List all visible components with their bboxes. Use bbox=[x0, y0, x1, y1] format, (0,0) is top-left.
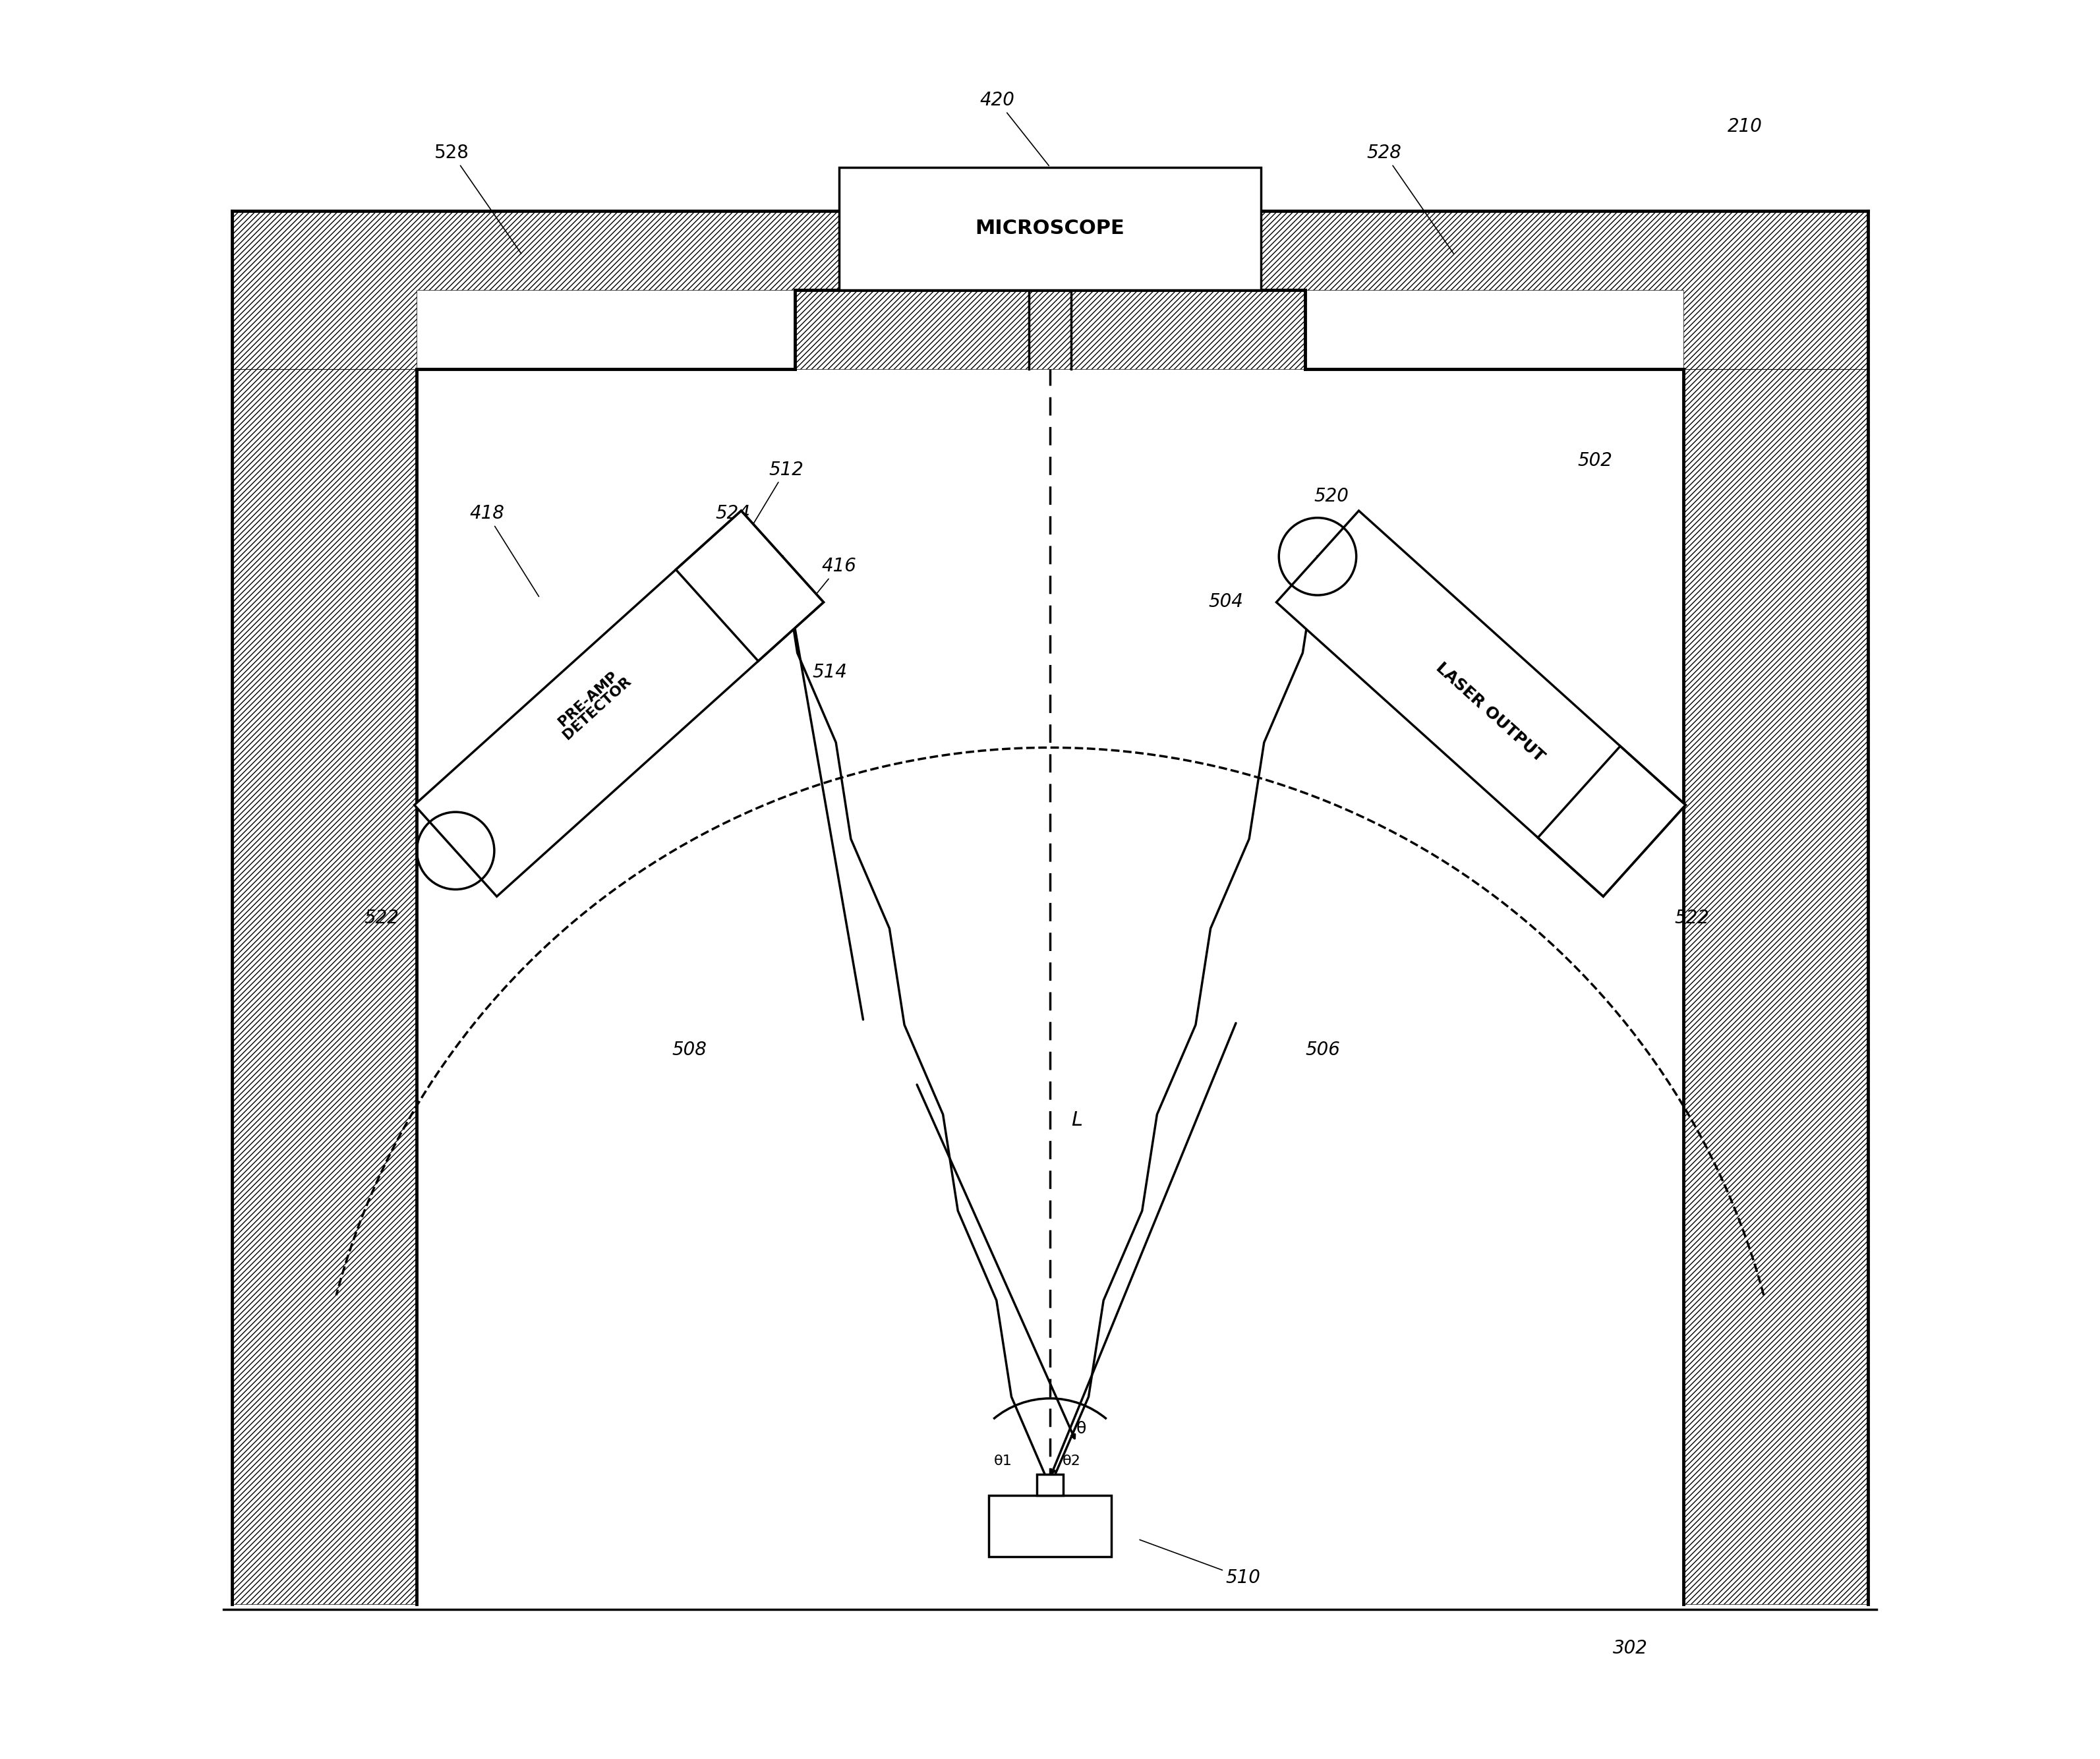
Text: θ2: θ2 bbox=[1063, 1455, 1082, 1467]
Text: 418: 418 bbox=[470, 505, 540, 596]
Bar bbox=[414, 510, 823, 897]
Text: 528: 528 bbox=[1367, 144, 1453, 253]
Text: 302: 302 bbox=[1613, 1639, 1649, 1657]
Text: 416: 416 bbox=[779, 558, 857, 640]
Bar bbox=[989, 1495, 1111, 1557]
Text: 512: 512 bbox=[724, 461, 804, 570]
Bar bbox=[676, 510, 823, 661]
Text: 502: 502 bbox=[1577, 452, 1613, 470]
Text: 506: 506 bbox=[1304, 1041, 1340, 1059]
Text: 504: 504 bbox=[1207, 593, 1243, 610]
Text: 508: 508 bbox=[672, 1041, 706, 1059]
Text: LASER OUTPUT: LASER OUTPUT bbox=[1432, 660, 1548, 765]
Bar bbox=[1277, 510, 1686, 897]
Text: 524: 524 bbox=[716, 505, 750, 522]
Text: L: L bbox=[1071, 1110, 1082, 1129]
Text: 528: 528 bbox=[435, 144, 521, 253]
Text: 420: 420 bbox=[979, 91, 1048, 165]
Bar bbox=[1037, 1474, 1063, 1495]
Text: 522: 522 bbox=[1674, 909, 1709, 927]
Text: 520: 520 bbox=[1315, 487, 1348, 505]
Text: θ: θ bbox=[1077, 1421, 1086, 1437]
Text: 514: 514 bbox=[813, 663, 848, 681]
Text: 510: 510 bbox=[1140, 1539, 1260, 1587]
Text: 522: 522 bbox=[363, 909, 399, 927]
Text: θ1: θ1 bbox=[993, 1455, 1012, 1467]
Text: 210: 210 bbox=[1728, 118, 1762, 135]
Text: MICROSCOPE: MICROSCOPE bbox=[974, 220, 1126, 237]
Bar bbox=[1537, 746, 1686, 897]
FancyBboxPatch shape bbox=[838, 167, 1262, 290]
Text: PRE-AMP
DETECTOR: PRE-AMP DETECTOR bbox=[552, 665, 634, 742]
